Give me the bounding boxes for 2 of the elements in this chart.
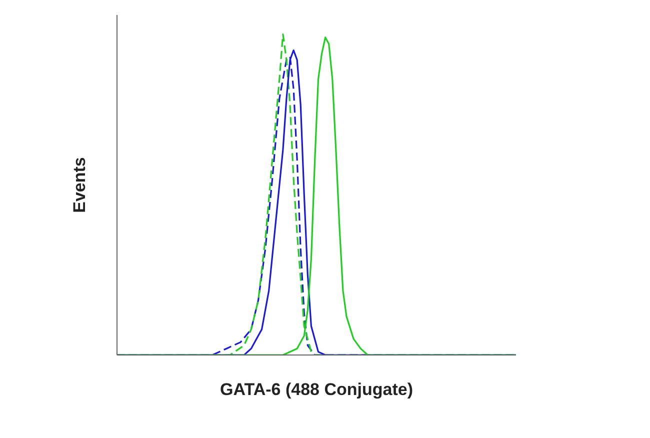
x-axis-title: GATA-6 (488 Conjugate) [220,380,413,399]
y-axis-title: Events [70,157,90,213]
